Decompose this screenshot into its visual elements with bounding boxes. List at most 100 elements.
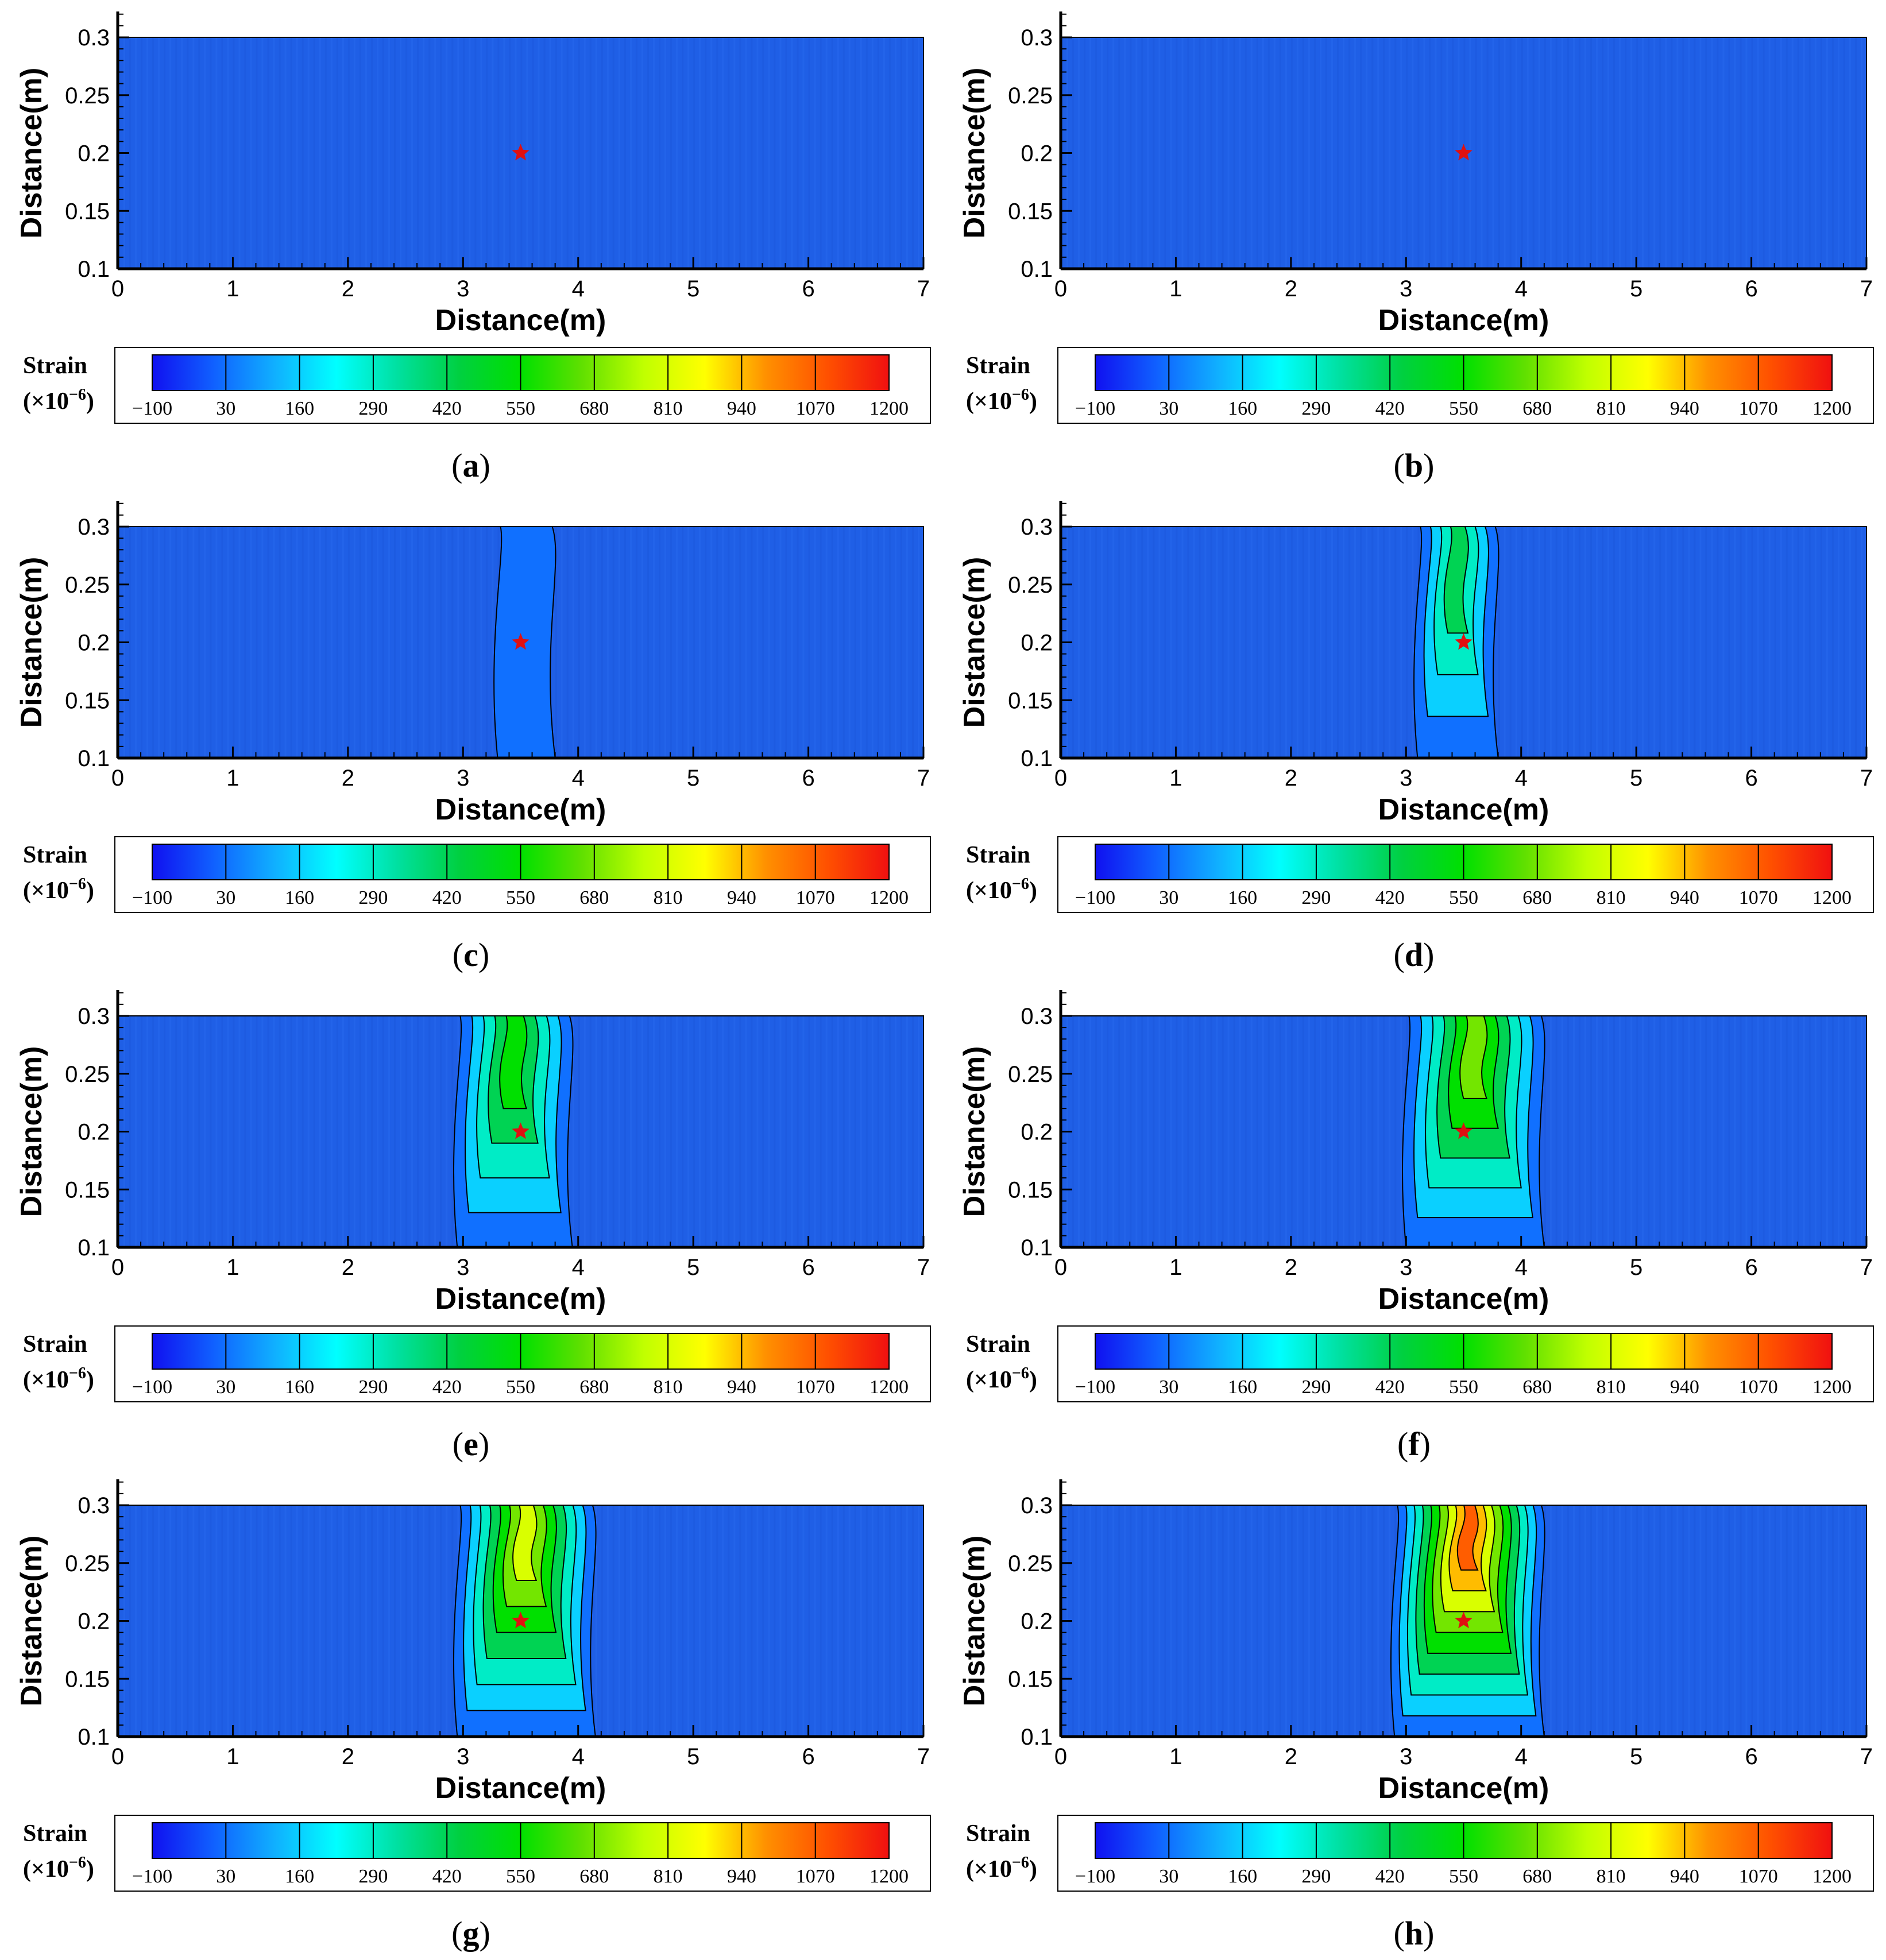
strain-zone-0	[1413, 527, 1499, 758]
texture-streak	[1808, 527, 1811, 758]
texture-streak	[601, 1016, 603, 1247]
x-tick-label: 7	[917, 766, 930, 791]
texture-streak	[1308, 37, 1310, 269]
texture-streak	[710, 527, 713, 758]
texture-streak	[1084, 1016, 1086, 1247]
texture-streak	[302, 527, 304, 758]
texture-streak	[538, 37, 540, 269]
texture-streak	[1831, 527, 1834, 758]
texture-streak	[705, 1505, 707, 1737]
texture-streak	[693, 527, 695, 758]
texture-streak	[1613, 527, 1616, 758]
panel-d: 0 1 2 3 4 5 6 7 0.1 0.15 0.2 0.25 0.3 Distance(m) Dist…	[943, 489, 1886, 979]
texture-streak	[1814, 37, 1817, 269]
texture-streak	[135, 527, 137, 758]
texture-streak	[215, 37, 218, 269]
texture-streak	[1814, 1505, 1817, 1737]
panel-a: 0 1 2 3 4 5 6 7 0.1 0.15 0.2 0.25 0.3 Distance(m) Dist…	[0, 0, 943, 489]
texture-streak	[739, 37, 741, 269]
texture-streak	[791, 1505, 793, 1737]
texture-streak	[612, 37, 615, 269]
texture-streak	[624, 1016, 626, 1247]
texture-streak	[1112, 1505, 1115, 1737]
y-tick-label: 0.15	[1008, 688, 1053, 713]
texture-streak	[411, 1505, 413, 1737]
strain-chart-d: 0 1 2 3 4 5 6 7 0.1 0.15 0.2 0.25 0.3 Distance(m) Dist…	[958, 501, 1874, 973]
texture-streak	[1124, 527, 1126, 758]
texture-streak	[1187, 1505, 1189, 1737]
strain-zone-0	[1402, 1016, 1545, 1247]
texture-streak	[1429, 37, 1431, 269]
texture-streak	[635, 1016, 637, 1247]
texture-streak	[716, 1505, 718, 1737]
texture-streak	[1107, 1505, 1109, 1737]
texture-streak	[1072, 1016, 1075, 1247]
texture-streak	[210, 37, 212, 269]
texture-streak	[261, 1016, 264, 1247]
texture-streak	[1267, 1016, 1270, 1247]
y-tick-label: 0.3	[1021, 25, 1053, 51]
texture-streak	[1331, 1016, 1334, 1247]
texture-streak	[1642, 1505, 1644, 1737]
texture-streak	[221, 1016, 223, 1247]
texture-streak	[785, 1505, 787, 1737]
texture-streak	[1308, 527, 1310, 758]
texture-streak	[1648, 527, 1650, 758]
texture-streak	[808, 1016, 810, 1247]
texture-streak	[1325, 527, 1327, 758]
colorbar-tick-label: 290	[1301, 1866, 1331, 1887]
texture-streak	[1360, 37, 1362, 269]
panel-caption: (d)	[1394, 936, 1435, 973]
texture-streak	[860, 1016, 862, 1247]
texture-streak	[324, 1016, 327, 1247]
texture-streak	[1544, 37, 1546, 269]
texture-streak	[1653, 1505, 1656, 1737]
texture-streak	[883, 37, 885, 269]
colorbar-tick-label: 940	[1670, 1377, 1699, 1398]
texture-streak	[1107, 1016, 1109, 1247]
texture-streak	[768, 37, 770, 269]
texture-streak	[739, 1505, 741, 1737]
y-tick-label: 0.1	[1021, 257, 1053, 282]
texture-streak	[1636, 1505, 1638, 1737]
texture-streak	[146, 527, 149, 758]
x-tick-label: 1	[226, 1744, 239, 1769]
colorbar-tick-label: 810	[654, 1377, 683, 1398]
texture-streak	[1854, 37, 1857, 269]
texture-streak	[1112, 1016, 1115, 1247]
texture-streak	[1383, 37, 1385, 269]
texture-streak	[181, 1016, 183, 1247]
texture-streak	[1141, 37, 1143, 269]
x-tick-label: 7	[1860, 276, 1873, 301]
texture-streak	[1135, 37, 1138, 269]
texture-streak	[187, 1016, 189, 1247]
texture-streak	[1181, 527, 1184, 758]
texture-streak	[1797, 1505, 1799, 1737]
texture-streak	[797, 1505, 799, 1737]
texture-streak	[543, 37, 546, 269]
x-tick-label: 0	[1054, 1255, 1067, 1280]
texture-streak	[1803, 1016, 1805, 1247]
x-tick-label: 2	[1285, 766, 1297, 791]
texture-streak	[785, 527, 787, 758]
texture-streak	[1095, 1016, 1097, 1247]
texture-streak	[1717, 37, 1719, 269]
texture-streak	[659, 527, 661, 758]
x-tick-label: 3	[1400, 1744, 1412, 1769]
colorbar-unit: (×10−6)	[23, 1364, 94, 1393]
colorbar-tick-label: 940	[1670, 398, 1699, 419]
texture-streak	[1101, 1016, 1103, 1247]
texture-streak	[1785, 1016, 1788, 1247]
texture-streak	[319, 527, 321, 758]
texture-streak	[1734, 527, 1736, 758]
texture-streak	[1751, 527, 1753, 758]
texture-streak	[342, 1505, 344, 1737]
x-axis-title: Distance(m)	[435, 304, 606, 337]
texture-streak	[296, 1505, 298, 1737]
texture-streak	[687, 37, 690, 269]
texture-streak	[779, 37, 782, 269]
texture-streak	[1797, 37, 1799, 269]
texture-streak	[618, 37, 620, 269]
texture-streak	[1348, 1505, 1351, 1737]
texture-streak	[1366, 1505, 1368, 1737]
